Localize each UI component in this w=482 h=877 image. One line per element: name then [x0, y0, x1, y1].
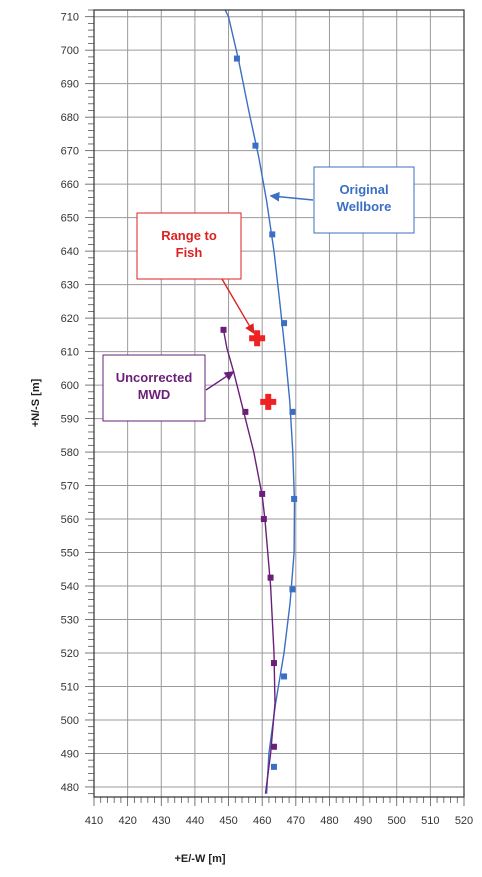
y-tick-label: 650 [61, 213, 79, 225]
uncorrected-series-line [222, 329, 276, 794]
y-tick-label: 640 [61, 246, 79, 258]
x-tick-label: 490 [354, 815, 372, 827]
x-tick-label: 410 [85, 815, 103, 827]
x-tick-label: 440 [186, 815, 204, 827]
fish-annotation-arrow [221, 278, 255, 335]
y-tick-label: 700 [61, 45, 79, 57]
y-tick-label: 480 [61, 782, 79, 794]
uncorrected-survey-point [259, 490, 266, 497]
y-tick-label: 620 [61, 313, 79, 325]
fish-point [249, 330, 266, 347]
x-tick-label: 510 [421, 815, 439, 827]
y-tick-label: 560 [61, 514, 79, 526]
x-tick-label: 460 [253, 815, 271, 827]
fish-annotation-box [136, 212, 242, 280]
original-annotation-arrow [269, 191, 314, 202]
y-tick-label: 670 [61, 146, 79, 158]
uncorrected-survey-point [267, 574, 274, 581]
original-survey-point [233, 55, 240, 62]
fish-point [260, 393, 277, 410]
original-survey-point [269, 231, 276, 238]
y-tick-label: 600 [61, 380, 79, 392]
y-tick-label: 500 [61, 715, 79, 727]
y-tick-label: 550 [61, 548, 79, 560]
original-survey-point [289, 586, 296, 593]
y-tick-label: 580 [61, 447, 79, 459]
y-tick-label: 610 [61, 347, 79, 359]
uncorrected-survey-point [220, 326, 227, 333]
series-layer [220, 10, 298, 794]
original-annotation-box [313, 166, 415, 234]
x-tick-label: 450 [219, 815, 237, 827]
x-tick-label: 430 [152, 815, 170, 827]
plot-frame [93, 9, 465, 798]
x-tick-label: 420 [118, 815, 136, 827]
uncorrected-survey-point [260, 516, 267, 523]
y-tick-label: 540 [61, 581, 79, 593]
uncorrected-annotation-text: MWD [138, 387, 171, 402]
original-series-line [224, 10, 296, 794]
x-axis-title: +E/-W [m] [174, 853, 225, 865]
original-survey-point [281, 673, 288, 680]
original-survey-point [252, 142, 259, 149]
original-annotation-text: Original [339, 182, 388, 197]
y-tick-label: 660 [61, 179, 79, 191]
series-group [220, 10, 298, 794]
y-tick-label: 520 [61, 648, 79, 660]
y-tick-label: 570 [61, 481, 79, 493]
y-tick-label: 530 [61, 615, 79, 627]
x-tick-label: 470 [287, 815, 305, 827]
uncorrected-survey-point [270, 660, 277, 667]
uncorrected-survey-point [242, 408, 249, 415]
x-tick-label: 520 [455, 815, 473, 827]
x-tick-label: 480 [320, 815, 338, 827]
original-survey-point [289, 408, 296, 415]
x-tick-label: 500 [388, 815, 406, 827]
y-tick-label: 630 [61, 280, 79, 292]
y-tick-label: 490 [61, 748, 79, 760]
uncorrected-annotation-text: Uncorrected [116, 370, 193, 385]
uncorrected-annotation-arrow [205, 371, 235, 391]
uncorrected-annotation-box [102, 354, 206, 422]
y-tick-label: 510 [61, 681, 79, 693]
fish-annotation-text: Range to [161, 228, 217, 243]
annotation-layer: Original Wellbore Range to Fish Uncorrected M… [102, 166, 415, 422]
original-survey-point [281, 320, 288, 327]
y-tick-label: 690 [61, 79, 79, 91]
y-tick-label: 680 [61, 112, 79, 124]
uncorrected-survey-point [270, 743, 277, 750]
original-survey-point [270, 763, 277, 770]
original-annotation-text: Wellbore [337, 199, 392, 214]
y-tick-label: 590 [61, 414, 79, 426]
fish-annotation-text: Fish [176, 245, 203, 260]
axis-layer: 410 420 430 440 450 460 470 480 490 500 510 520 480 4… [30, 9, 473, 865]
original-survey-point [291, 495, 298, 502]
y-axis-title: +N/-S [m] [30, 378, 42, 427]
y-tick-label: 710 [61, 12, 79, 24]
